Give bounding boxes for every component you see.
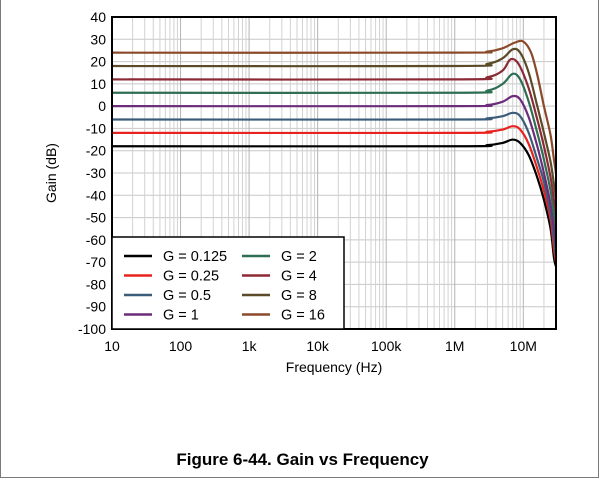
- series-line-5: [110, 72, 558, 230]
- y-tick-label: -80: [86, 276, 106, 292]
- y-tick-label: -50: [86, 210, 106, 226]
- series-line-8: [110, 39, 558, 175]
- x-tick-label: 1M: [445, 338, 464, 354]
- x-tick-label: 100: [169, 338, 193, 354]
- series-line-7: [110, 47, 558, 199]
- legend-label: G = 0.5: [163, 288, 211, 304]
- y-tick-labels: 40 30 20 10 0 -10 -20 -30 -40 -50 -60 -70 -80 -90 -100: [78, 9, 106, 337]
- y-tick-label: 0: [98, 98, 106, 114]
- y-tick-label: 10: [90, 76, 106, 92]
- x-tick-label: 100k: [371, 338, 402, 354]
- series-line-6: [110, 57, 558, 215]
- series-line-3: [110, 111, 558, 259]
- legend-label: G = 2: [281, 249, 317, 265]
- y-tick-label: -60: [86, 232, 106, 248]
- y-tick-label: 30: [90, 31, 106, 47]
- y-tick-label: -90: [86, 299, 106, 315]
- y-tick-label: 40: [90, 9, 106, 25]
- y-tick-label: -100: [78, 321, 106, 337]
- legend-label: G = 4: [281, 269, 317, 285]
- y-tick-label: -20: [86, 143, 106, 159]
- x-tick-label: 10k: [306, 338, 330, 354]
- y-tick-label: -30: [86, 165, 106, 181]
- y-tick-label: -70: [86, 254, 106, 270]
- legend-label: G = 16: [281, 308, 325, 324]
- legend: G = 0.125 G = 0.25 G = 0.5 G = 1 G = 2 G = 4 G…: [111, 236, 345, 330]
- x-tick-label: 1k: [242, 338, 258, 354]
- x-tick-label: 10: [104, 338, 120, 354]
- y-axis-title: Gain (dB): [43, 143, 59, 203]
- x-tick-labels: 10 100 1k 10k 100k 1M 10M: [104, 338, 537, 354]
- y-tick-label: 20: [90, 54, 106, 70]
- legend-label: G = 0.125: [163, 249, 227, 265]
- x-axis-title: Frequency (Hz): [286, 359, 382, 375]
- x-tick-label: 10M: [510, 338, 537, 354]
- legend-label: G = 1: [163, 308, 199, 324]
- gain-frequency-chart: 403020100-10-20-30-40-50-60-70-80-90-100…: [43, 9, 558, 375]
- y-tick-label: -40: [86, 187, 106, 203]
- figure-caption: Figure 6-44. Gain vs Frequency: [176, 450, 429, 469]
- series-line-1: [110, 138, 558, 268]
- legend-label: G = 0.25: [163, 269, 219, 285]
- series-line-4: [110, 94, 558, 246]
- legend-label: G = 8: [281, 288, 317, 304]
- series-lines: [110, 39, 558, 268]
- y-tick-label: -10: [86, 120, 106, 136]
